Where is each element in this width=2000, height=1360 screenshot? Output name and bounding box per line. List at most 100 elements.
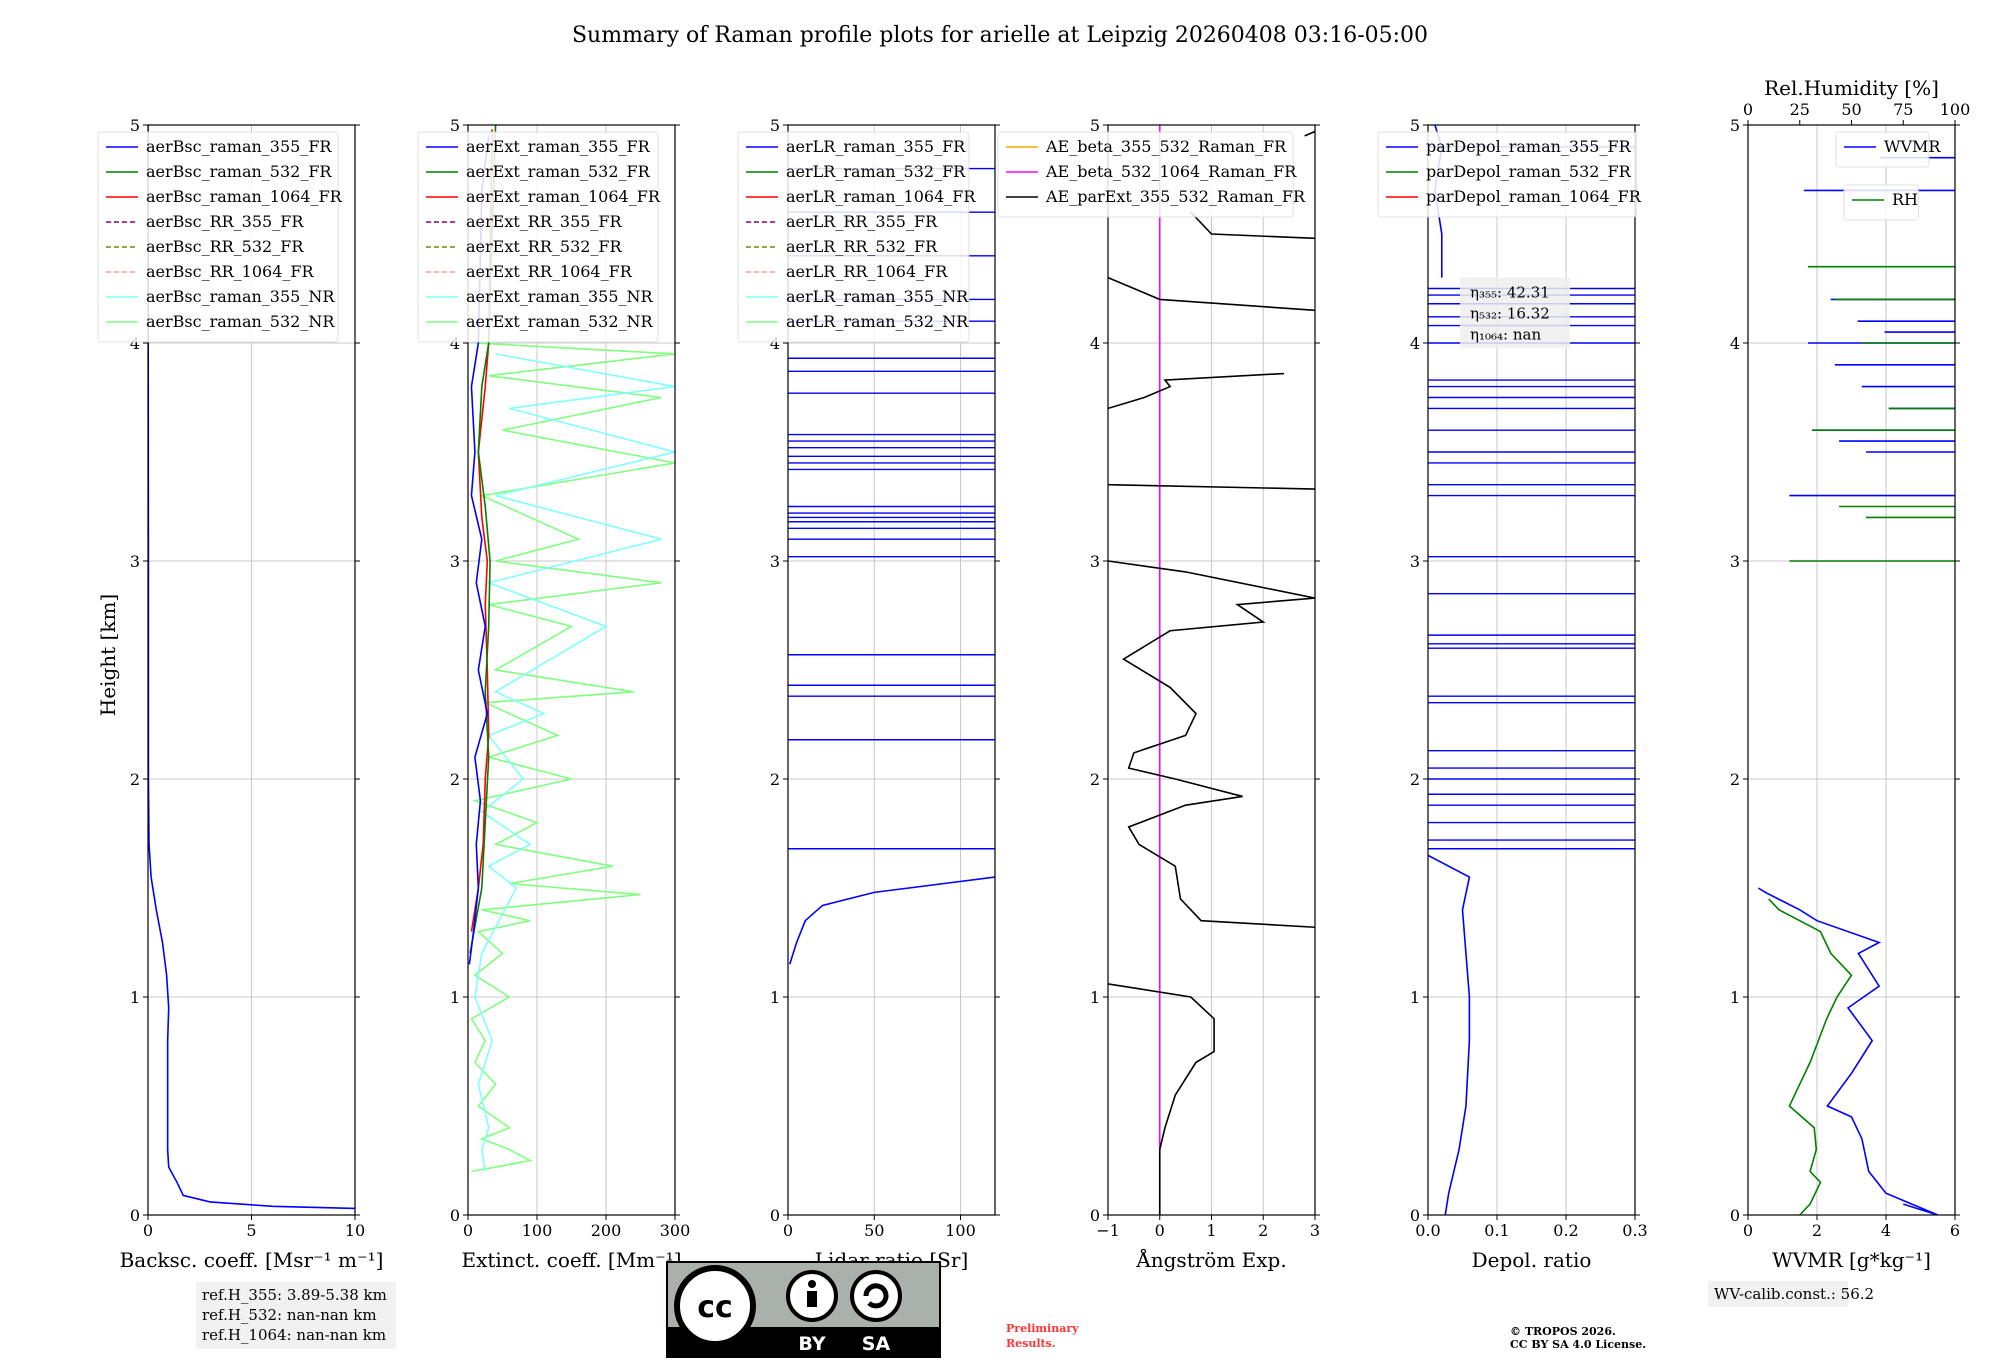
eta-value: η₅₃₂: 16.32 <box>1470 305 1550 323</box>
legend-entry: aerBsc_RR_532_FR <box>146 237 304 256</box>
x-tick-label: 100 <box>945 1221 976 1240</box>
y-tick-label: 5 <box>130 116 140 135</box>
panel-depol: 0.0 0.1 0.2 0.3 0 1 2 3 4 5 Depol. ratio parDepol_r… <box>1377 116 1648 1272</box>
top-x-tick-label: 100 <box>1940 100 1971 119</box>
x-tick-label: 0.1 <box>1484 1221 1509 1240</box>
legend-entry: parDepol_raman_532_FR <box>1426 162 1632 181</box>
legend-entry: aerLR_raman_1064_FR <box>786 187 976 206</box>
svg-text:BY: BY <box>798 1333 825 1355</box>
legend-entry: aerExt_raman_355_NR <box>466 287 654 306</box>
series-AE_parExt_355_532_Raman_FR-seg5 <box>1304 130 1315 137</box>
legend-entry: parDepol_raman_1064_FR <box>1426 187 1642 206</box>
y-tick-label: 5 <box>1410 116 1420 135</box>
legend-entry: aerBsc_RR_355_FR <box>146 212 304 231</box>
svg-text:SA: SA <box>862 1333 891 1355</box>
figure-title: Summary of Raman profile plots for ariel… <box>572 23 1428 48</box>
x-axis-label-ae: Ångström Exp. <box>1135 1247 1286 1272</box>
x-tick-label: 2 <box>1258 1221 1268 1240</box>
legend-rh: RH <box>1843 184 1919 221</box>
svg-text:WV-calib.const.: 56.2: WV-calib.const.: 56.2 <box>1714 1285 1874 1303</box>
x-axis-label-bsc: Backsc. coeff. [Msr⁻¹ m⁻¹] <box>120 1248 384 1272</box>
x-tick-label: 200 <box>591 1221 622 1240</box>
axes-frame <box>1747 124 1956 1216</box>
x-tick-label: 100 <box>522 1221 553 1240</box>
legend-entry: aerBsc_raman_1064_FR <box>146 187 343 206</box>
y-tick-label: 0 <box>130 1206 140 1225</box>
x-axis-label-ext: Extinct. coeff. [Mm⁻¹] <box>461 1248 681 1272</box>
panel-ext: 0 100 200 300 0 1 2 3 4 5 Extinct. coeff. [Mm⁻¹] ae… <box>417 116 691 1272</box>
series-aerExt_raman_355_FR <box>468 135 490 965</box>
series-group-ae <box>1108 125 1315 1215</box>
legend-entry: aerBsc_raman_355_NR <box>146 287 335 306</box>
top-x-tick-label: 75 <box>1893 100 1913 119</box>
x-tick-label: 5 <box>246 1221 256 1240</box>
legend-entry: aerBsc_raman_355_FR <box>146 137 332 156</box>
y-tick-label: 3 <box>1410 552 1420 571</box>
x-tick-label: 0 <box>143 1221 153 1240</box>
top-x-tick-label: 0 <box>1743 100 1753 119</box>
legend-entry: aerExt_raman_532_FR <box>466 162 651 181</box>
x-axis-label-wv: WVMR [g*kg⁻¹] <box>1772 1248 1931 1272</box>
y-tick-label: 2 <box>770 770 780 789</box>
preliminary-note-2: Results. <box>1006 1337 1056 1350</box>
y-tick-label: 1 <box>1410 988 1420 1007</box>
series-aerExt_raman_532_NR <box>470 342 675 1173</box>
top-x-axis-label: Rel.Humidity [%] <box>1764 76 1939 100</box>
series-WVMR <box>1757 887 1939 1215</box>
legend-entry: aerLR_raman_532_NR <box>786 312 969 331</box>
series-group-ext <box>468 125 675 1173</box>
legend-entry: AE_beta_355_532_Raman_FR <box>1045 137 1287 156</box>
panel-bsc: 0 5 10 0 1 2 3 4 5 Backsc. coeff. [Msr⁻¹ m⁻¹] aerB… <box>97 116 384 1272</box>
y-tick-label: 0 <box>1730 1206 1740 1225</box>
preliminary-note: Preliminary <box>1006 1322 1079 1335</box>
legend-entry: aerBsc_raman_532_FR <box>146 162 332 181</box>
cc-logo-icon <box>674 1265 756 1347</box>
y-tick-label: 0 <box>770 1206 780 1225</box>
y-tick-label: 3 <box>770 552 780 571</box>
svg-text:cc: cc <box>697 1290 733 1325</box>
series-aerLR_raman_355_FR <box>788 876 995 965</box>
x-tick-label: 300 <box>660 1221 691 1240</box>
y-tick-label: 3 <box>450 552 460 571</box>
y-tick-label: 4 <box>1730 334 1740 353</box>
legend-entry: aerExt_RR_355_FR <box>466 212 623 231</box>
copyright-line-1: © TROPOS 2026. <box>1510 1325 1616 1338</box>
series-AE_parExt_355_532_Raman_FR-seg3 <box>1108 276 1315 312</box>
legend-entry: aerLR_RR_532_FR <box>786 237 938 256</box>
series-RH <box>1768 898 1853 1215</box>
x-tick-label: 0 <box>463 1221 473 1240</box>
eta-value: η₃₅₅: 42.31 <box>1470 284 1550 302</box>
sa-share-icon <box>850 1270 902 1322</box>
series-AE_parExt_355_532_Raman_FR-seg2 <box>1108 372 1284 410</box>
legend-entry: aerBsc_RR_1064_FR <box>146 262 315 281</box>
x-tick-label: 6 <box>1950 1221 1960 1240</box>
x-tick-label: 4 <box>1881 1221 1891 1240</box>
y-tick-label: 0 <box>450 1206 460 1225</box>
series-AE_parExt_355_532_Raman_FR-seg1 <box>1108 483 1315 490</box>
y-tick-label: 5 <box>1730 116 1740 135</box>
legend-entry: aerLR_raman_532_FR <box>786 162 966 181</box>
x-tick-label: 2 <box>1812 1221 1822 1240</box>
y-tick-label: 1 <box>770 988 780 1007</box>
x-tick-label: 10 <box>345 1221 365 1240</box>
x-tick-label: 0 <box>783 1221 793 1240</box>
x-tick-label: 1 <box>1206 1221 1216 1240</box>
series-aerExt_raman_355_NR <box>474 353 675 1172</box>
legend-entry: WVMR <box>1884 137 1941 156</box>
x-tick-label: 0.3 <box>1622 1221 1647 1240</box>
y-tick-label: 2 <box>130 770 140 789</box>
series-group-wv <box>1757 156 1955 1215</box>
depol-eta-annotation: η₃₅₅: 42.31 η₅₃₂: 16.32 η₁₀₆₄: nan <box>1460 277 1570 348</box>
axes-frame <box>787 124 996 1216</box>
y-tick-label: 0 <box>1410 1206 1420 1225</box>
legend-entry: aerExt_RR_532_FR <box>466 237 623 256</box>
x-tick-label: −1 <box>1096 1221 1120 1240</box>
y-tick-label: 5 <box>1090 116 1100 135</box>
cc-license-badge: cc BY SA <box>666 1261 941 1358</box>
legend-entry: aerLR_raman_355_FR <box>786 137 966 156</box>
legend-entry: aerExt_raman_1064_FR <box>466 187 661 206</box>
series-aerExt_raman_1064_FR <box>470 129 493 932</box>
